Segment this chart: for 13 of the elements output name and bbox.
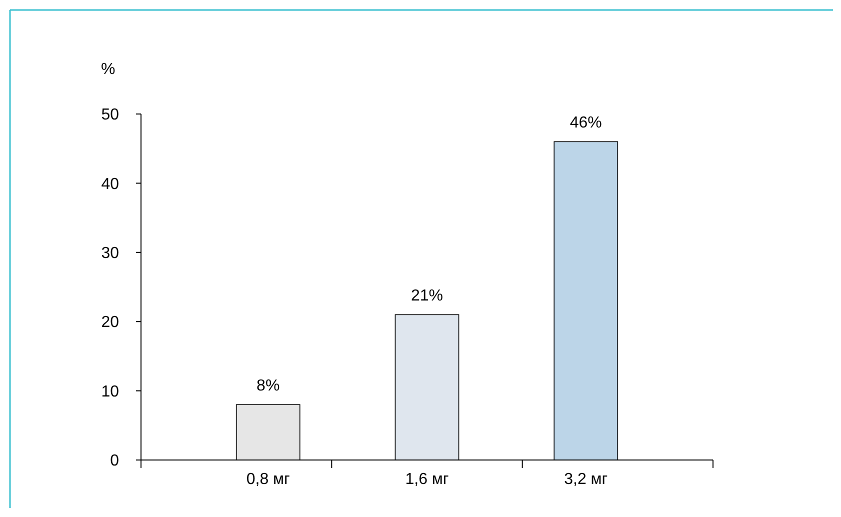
y-axis-title: % (101, 61, 116, 78)
x-tick-label: 1,6 мг (405, 471, 449, 488)
x-tick-label: 3,2 мг (564, 471, 608, 488)
y-tick-label: 30 (101, 245, 120, 262)
y-tick-label: 50 (101, 106, 120, 124)
y-tick-label: 10 (101, 383, 120, 400)
data-label: 46% (570, 114, 602, 132)
y-tick-label: 20 (101, 314, 120, 332)
y-tick-label: 0 (110, 452, 120, 470)
x-tick-label: 0,8 мг (246, 471, 290, 488)
data-label: 8% (256, 378, 280, 395)
y-tick-label: 40 (101, 176, 120, 193)
data-label: 21% (410, 288, 444, 305)
